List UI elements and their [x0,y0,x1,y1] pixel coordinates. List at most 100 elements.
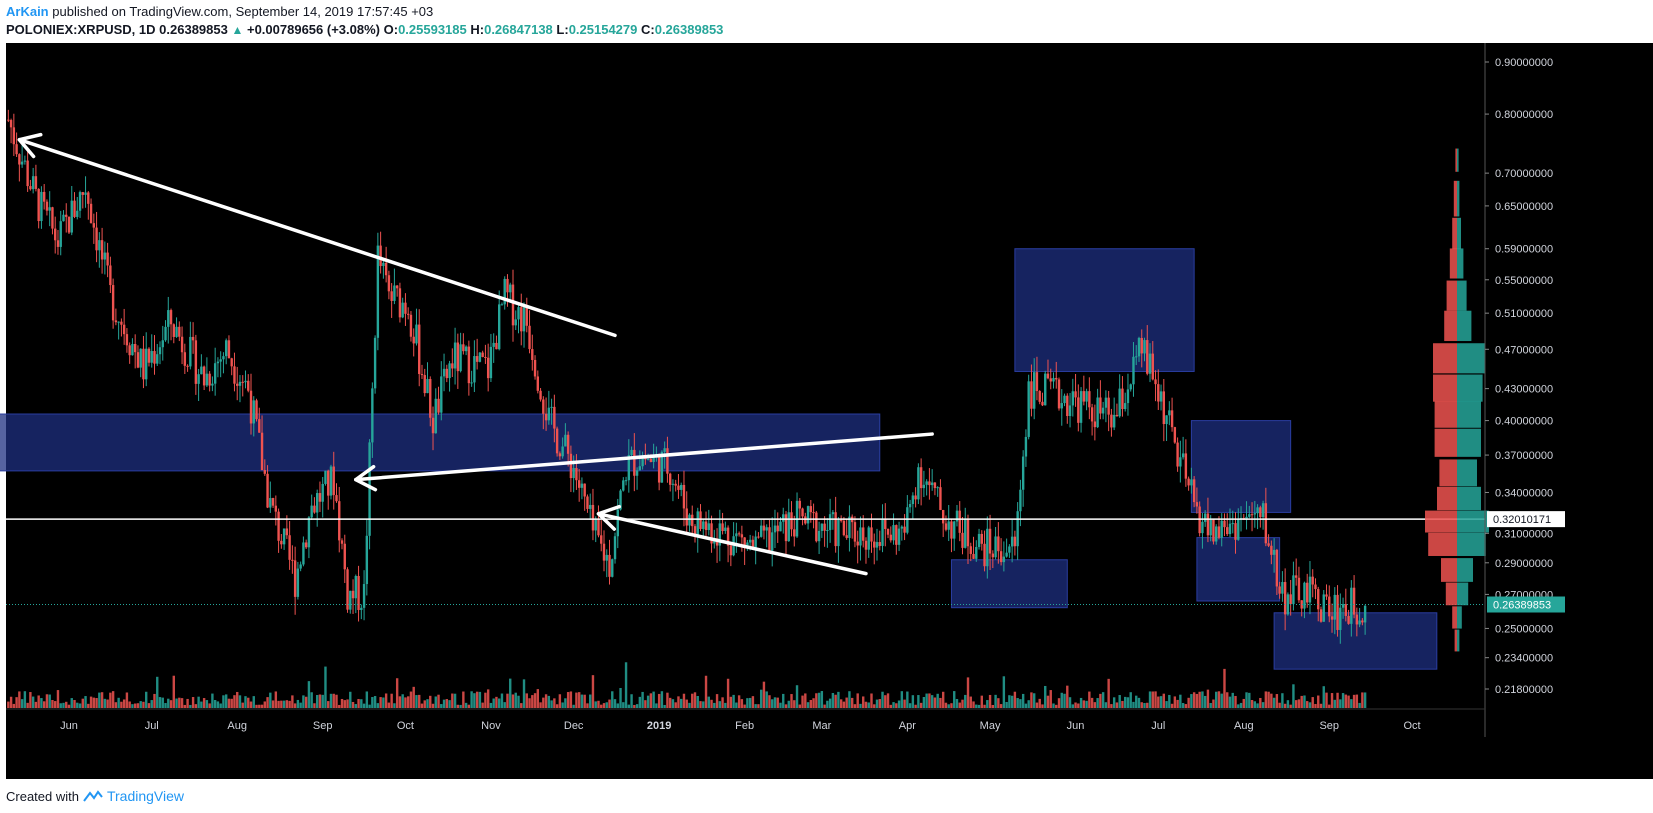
candle-body [29,186,32,190]
arrow-head-icon [354,464,378,492]
candle-body [1066,395,1069,416]
y-tick-label: 0.25000000 [1495,623,1553,635]
volume-bar [558,694,562,708]
candle-body [991,553,995,558]
volume-bar [917,695,920,708]
volume-bar [594,701,597,708]
candle-body [1350,587,1353,624]
volume-bar [351,701,355,708]
candle-body [213,363,217,384]
volume-bar [928,693,931,708]
volume-bar [172,675,175,708]
candle-body [219,359,222,362]
volume-bar [914,704,917,708]
volume-bar [81,698,84,708]
volume-bar [1328,704,1331,708]
volume-bar [671,699,675,708]
candle-body [707,523,710,531]
candle-body [1170,410,1174,428]
candle-body [274,505,278,512]
volume-bar [429,695,432,708]
volume-bar [862,696,865,708]
candle-body [500,304,504,306]
volume-bar [437,694,440,708]
volume-bar [522,679,526,708]
y-tick-label: 0.40000000 [1495,416,1553,428]
candle-body [740,534,744,538]
candle-body [980,533,983,544]
candle-body [950,521,953,539]
volume-bar [321,694,324,708]
volume-bar [1074,702,1077,708]
volume-bar [859,703,862,708]
volume-bar [735,702,738,708]
candle-body [329,466,333,496]
volume-bar [18,691,21,708]
volume-bar [1082,700,1086,708]
chart-canvas[interactable]: 0.90000000 0.80000000 0.70000000 0.65000000… [0,43,1653,779]
volume-bar [986,700,989,708]
candle-body [296,568,300,597]
volume-bar [903,699,906,708]
candle-body [930,482,934,486]
volume-bar [864,701,868,708]
volume-bar [1330,693,1334,708]
volume-bar [1157,696,1160,708]
author-name[interactable]: ArKain [6,4,49,19]
candle-body [327,470,330,496]
volume-bar [575,692,578,708]
candle-body [906,507,909,533]
y-tick-label: 0.31000000 [1495,528,1553,540]
volume-bar [991,704,995,708]
candle-body [1038,391,1041,402]
volume-bar [1339,699,1342,708]
candle-body [999,551,1003,563]
candle-body [117,321,120,323]
candle-body [340,540,344,544]
volume-bar [100,692,104,708]
candle-body [481,352,484,358]
volume-bar [561,702,564,708]
volume-bar [812,698,815,708]
x-tick-label: Feb [735,720,754,732]
profile-buy-bar [1457,532,1486,556]
volume-bar [759,689,763,708]
volume-bar [608,699,611,708]
volume-bar [384,693,388,708]
candle-body [106,252,109,266]
candle-body [784,514,788,542]
volume-bar [125,692,129,708]
volume-bar [167,698,170,708]
volume-bar [1306,701,1309,708]
candle-body [1303,582,1306,609]
volume-bar [900,691,904,708]
candle-body [605,554,608,561]
x-tick-label: Aug [227,720,247,732]
last-price-label-bg [1487,596,1565,613]
candle-body [247,380,250,391]
volume-bar [211,693,214,708]
volume-bar [1250,700,1254,708]
profile-buy-bar [1457,606,1462,629]
zone-layer [0,248,1438,670]
volume-bar [362,703,366,708]
candle-body [677,485,680,490]
candle-body [404,302,407,314]
volume-bar [528,698,531,708]
candle-body [1361,620,1364,623]
candle-body [92,223,96,228]
x-tick-label: Mar [812,720,831,732]
candle-body [84,192,87,195]
volume-bar [1261,702,1265,708]
last-price: 0.26389853 [159,22,228,37]
tradingview-brand[interactable]: TradingView [106,788,185,804]
volume-bar [117,697,120,708]
candle-body [205,373,209,386]
volume-bar [839,699,843,708]
volume-bar [1077,703,1080,708]
volume-bar [1259,697,1262,708]
volume-bar [514,692,517,708]
volume-bar [473,693,476,708]
candle-body [575,467,578,481]
volume-bar [1358,702,1361,708]
